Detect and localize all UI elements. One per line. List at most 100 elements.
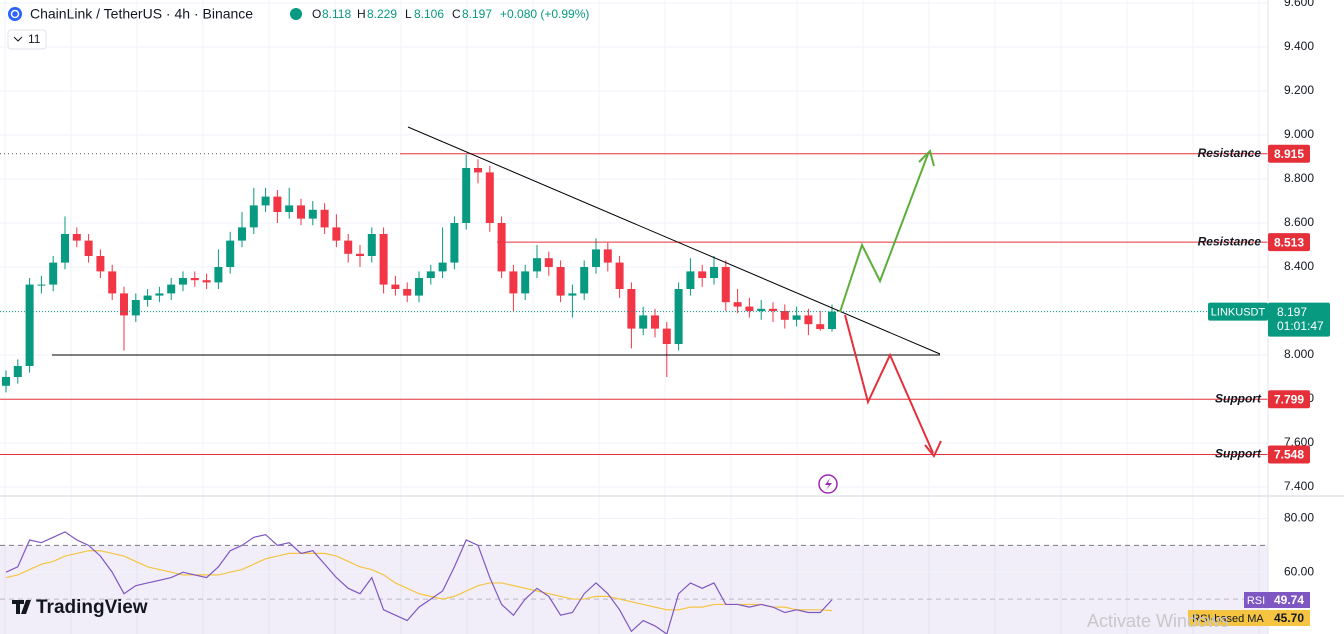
logo: [12, 600, 31, 614]
level-badge: [1268, 390, 1310, 409]
countdown: 01:01:47: [1277, 319, 1324, 333]
candle-body: [568, 293, 577, 296]
candle-body: [698, 271, 707, 278]
symbol-badge: [1208, 302, 1268, 321]
candle-body: [627, 289, 636, 329]
readout-value-badge: [1268, 610, 1310, 626]
candle-body: [462, 168, 471, 223]
level-badge: [1268, 445, 1310, 464]
symbol-icon-ring: [10, 9, 20, 19]
candle-body: [13, 366, 22, 377]
candle-body: [733, 302, 742, 307]
ohlc-label: C: [452, 7, 461, 21]
candle-body: [497, 223, 506, 272]
candle-body: [509, 271, 518, 294]
y-tick-label: 80.00: [1284, 511, 1314, 525]
readout-name: RSI: [1247, 595, 1265, 607]
candle-body: [533, 258, 541, 272]
level-name: Support: [1215, 391, 1262, 405]
candle-body: [344, 240, 353, 254]
candle-body: [651, 315, 659, 329]
candle-body: [356, 253, 364, 256]
candle-body: [592, 249, 600, 267]
candle-body: [415, 278, 423, 296]
chevron: [13, 36, 23, 42]
candle-body: [155, 293, 164, 296]
candle-body: [167, 284, 176, 294]
indicator-toggle[interactable]: [7, 29, 47, 50]
marks: [0, 153, 1268, 634]
down-arrow: [844, 314, 934, 454]
price-badge: [1268, 302, 1330, 337]
trendline: [407, 126, 941, 355]
candle-body: [49, 262, 58, 285]
ohlc-label: L: [405, 7, 412, 21]
level-value: 7.548: [1274, 448, 1304, 462]
candle-body: [179, 278, 187, 285]
candle-body: [131, 300, 140, 316]
y-tick-label: 9.600: [1284, 0, 1314, 9]
candle-body: [261, 196, 270, 206]
down-arrowhead: [924, 440, 942, 458]
level-badge: [1268, 144, 1310, 163]
candle-body: [108, 271, 117, 294]
readout-name-badge: [1244, 592, 1268, 608]
candle-body: [202, 280, 211, 283]
candle-body: [332, 227, 341, 241]
ohlc-value: 8.106: [414, 7, 444, 21]
candle-body: [61, 234, 69, 263]
up-arrow: [839, 153, 929, 313]
candle-body: [379, 234, 388, 285]
level-badge: [1268, 233, 1310, 252]
watermark: TradingView: [36, 597, 148, 618]
candle-body: [25, 284, 34, 366]
candle-body: [226, 240, 235, 267]
candle-body: [37, 284, 46, 286]
level-value: 8.513: [1274, 235, 1304, 249]
candle-body: [757, 308, 766, 311]
candle-body: [273, 196, 282, 212]
candle-body: [804, 315, 813, 325]
y-tick-label: 9.000: [1284, 127, 1314, 141]
event-icon[interactable]: [818, 474, 838, 494]
candle-body: [816, 324, 825, 330]
ohlc-label: H: [357, 7, 366, 21]
status-dot: [290, 8, 302, 20]
candle-body: [780, 311, 789, 320]
candle-body: [686, 271, 695, 289]
y-tick-label: 7.400: [1284, 479, 1314, 493]
candle-body: [603, 249, 612, 263]
candle-body: [426, 271, 435, 278]
candle-body: [308, 209, 317, 219]
candle-body: [556, 267, 565, 296]
candle-body: [474, 168, 482, 173]
candle-body: [143, 295, 152, 300]
ohlc-value: 8.197: [462, 7, 492, 21]
candle-body: [238, 227, 246, 241]
candle-body: [662, 328, 671, 344]
candle-body: [120, 293, 128, 316]
candle-body: [745, 306, 754, 311]
ohlc-label: O: [312, 7, 321, 21]
level-value: 8.915: [1274, 147, 1304, 161]
symbol-badge-label: LINKUSDT: [1211, 307, 1266, 319]
ohlc-value: 8.229: [367, 7, 397, 21]
symbol-title: ChainLink / TetherUS · 4h · Binance: [30, 6, 253, 22]
rsi-line: [5, 550, 833, 612]
os-notice: Activate Windows: [1087, 611, 1229, 631]
candle-body: [391, 284, 400, 289]
candle-body: [285, 205, 294, 212]
candle-body: [190, 278, 199, 281]
candle-body: [320, 209, 329, 228]
candle-body: [367, 234, 376, 256]
y-tick-label: 8.800: [1284, 171, 1314, 185]
y-tick-label: 8.000: [1284, 347, 1314, 361]
symbol-icon: [8, 7, 22, 21]
candle-body: [615, 262, 624, 289]
candle-body: [2, 377, 10, 386]
indicator-count: 11: [28, 32, 41, 46]
y-tick-label: 9.200: [1284, 83, 1314, 97]
readout-name-badge: [1188, 610, 1268, 626]
